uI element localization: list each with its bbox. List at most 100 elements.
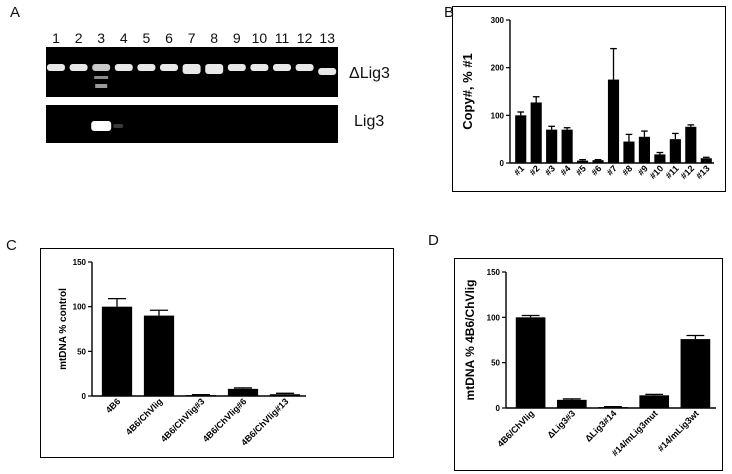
chart-d: 0 50 100 150 mtDNA % 4B6/ChVlig 4B6/ChVlig ΔLi… — [454, 258, 723, 471]
gel-band-dlig3 — [318, 68, 337, 75]
gel-lane-number: 4 — [120, 30, 128, 46]
y-tick-label: 200 — [491, 64, 505, 73]
gel-image: 1 2 3 4 5 6 7 8 9 10 11 12 13 ΔLig3 Lig3 — [46, 30, 390, 143]
gel-band-dlig3 — [295, 64, 314, 71]
gel-lane-number: 2 — [75, 30, 83, 46]
bar — [515, 115, 527, 163]
chart-b-frame — [452, 6, 726, 192]
x-category-label: #12 — [679, 163, 697, 181]
y-tick-label: 100 — [73, 303, 87, 312]
bar — [607, 79, 620, 163]
bar — [577, 160, 589, 163]
bar — [143, 315, 175, 396]
bar — [680, 339, 711, 408]
bar — [101, 306, 133, 396]
bar — [546, 129, 558, 163]
y-axis-label: mtDNA % control — [58, 288, 69, 370]
y-tick-label: 0 — [500, 159, 505, 168]
gel-band-extra — [94, 76, 109, 79]
bar — [269, 394, 301, 396]
x-category-label: #3 — [543, 163, 557, 177]
y-tick-label: 100 — [491, 111, 505, 120]
x-category-label: 4B6/ChVlig#3 — [159, 396, 207, 444]
bar — [623, 141, 635, 163]
y-axis-label: Copy#, % #1 — [460, 53, 475, 130]
x-category-label: #4 — [558, 163, 572, 177]
panel-label-d: D — [428, 232, 439, 249]
x-category-label: #8 — [620, 163, 634, 177]
x-category-label: #14/mLig3wt — [656, 408, 701, 453]
y-axis-label: mtDNA % 4B6/ChVlig — [463, 280, 477, 401]
x-category-label: 4B6/ChVlig#6 — [201, 396, 249, 444]
y-tick-label: 150 — [487, 268, 501, 277]
gel-label-lig3: Lig3 — [354, 113, 384, 130]
y-tick-label: 0 — [82, 392, 87, 401]
bar — [592, 160, 604, 163]
bar — [515, 317, 546, 408]
gel-band-lig3 — [91, 121, 112, 131]
bar — [227, 388, 259, 396]
panel-label-b: B — [444, 4, 455, 21]
x-category-label: #11 — [663, 163, 680, 180]
gel-band-dlig3 — [47, 64, 65, 71]
x-category-label: 4B6/ChVlig — [124, 396, 165, 437]
y-tick-label: 150 — [73, 258, 87, 267]
gel-band-dlig3 — [273, 64, 291, 71]
bar — [561, 129, 573, 163]
x-category-label: ΔLig3#14 — [583, 408, 618, 443]
x-category-label: #7 — [605, 163, 619, 177]
chart-d-frame — [454, 258, 723, 471]
bar — [639, 395, 670, 408]
x-category-label: #1 — [512, 163, 526, 177]
x-category-label: #2 — [527, 163, 541, 177]
gel-band-dlig3 — [114, 64, 133, 71]
bar — [669, 139, 681, 163]
gel-lane-number: 13 — [319, 30, 335, 46]
y-tick-label: 0 — [496, 404, 501, 413]
bar — [598, 407, 628, 408]
gel-lane-number: 3 — [97, 30, 105, 46]
gel-lane-number: 9 — [233, 30, 241, 46]
gel-lane-number: 8 — [210, 30, 218, 46]
gel-band-dlig3 — [69, 64, 88, 71]
gel-band-faint — [113, 124, 124, 128]
gel-lane-number: 10 — [252, 30, 268, 46]
gel-lane-number: 6 — [165, 30, 173, 46]
gel-bands — [47, 64, 337, 131]
y-tick-label: 50 — [77, 347, 86, 356]
gel-band-dlig3 — [160, 64, 178, 71]
chart-d-plot: 0 50 100 150 mtDNA % 4B6/ChVlig 4B6/ChVlig ΔLi… — [463, 268, 716, 458]
gel-label-dlig3: ΔLig3 — [349, 65, 390, 82]
bar — [685, 126, 697, 163]
bar — [700, 158, 712, 163]
x-category-label: ΔLig3#3 — [545, 408, 577, 440]
bar — [654, 154, 666, 163]
panel-label-c: C — [6, 237, 17, 254]
bar — [638, 136, 650, 163]
gel-band-extra — [95, 84, 108, 88]
x-category-label: #5 — [574, 163, 588, 177]
gel-lane-numbers: 1 2 3 4 5 6 7 8 9 10 11 12 13 — [52, 30, 335, 46]
gel-band-dlig3 — [227, 64, 246, 71]
gel-lane-number: 1 — [52, 30, 60, 46]
gel-band-dlig3 — [250, 64, 269, 71]
bar — [556, 399, 587, 408]
gel-strip-bottom — [46, 105, 338, 143]
gel-band-dlig3 — [92, 64, 111, 71]
gel-lane-number: 5 — [143, 30, 151, 46]
panel-label-a: A — [10, 4, 21, 21]
y-tick-label: 100 — [487, 313, 501, 322]
gel-band-dlig3 — [205, 64, 224, 74]
x-category-label: 4B6 — [104, 396, 123, 415]
bar — [530, 102, 542, 163]
bar — [185, 395, 217, 396]
x-category-label: 4B6/ChVlig — [495, 408, 536, 449]
y-tick-label: 50 — [491, 359, 500, 368]
chart-c-frame — [40, 248, 394, 458]
y-tick-label: 300 — [491, 16, 505, 25]
x-category-label: #13 — [694, 163, 712, 181]
gel-lane-number: 12 — [297, 30, 313, 46]
